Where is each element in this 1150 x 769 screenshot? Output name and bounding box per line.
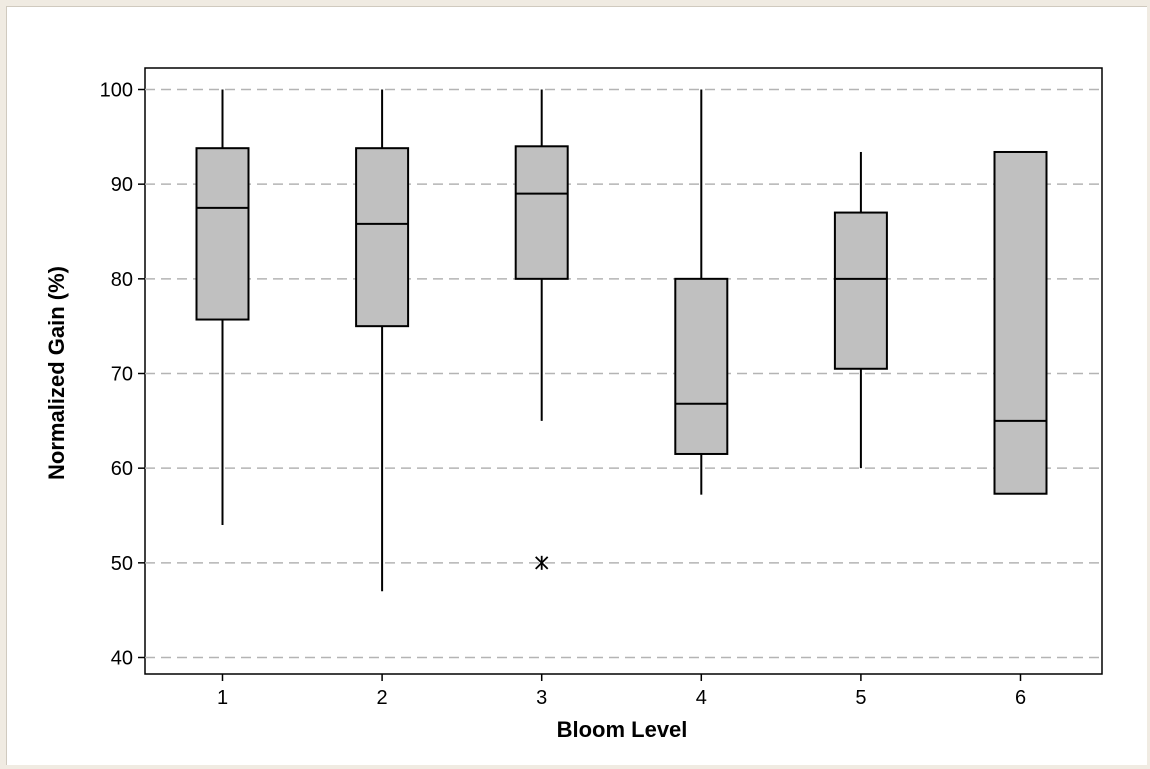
- x-tick-label-5: 5: [855, 687, 866, 709]
- y-axis: 40 50 60 70 80 90 100: [100, 80, 145, 670]
- y-tick-label-50: 50: [111, 553, 133, 575]
- iqr-box-4: [674, 277, 729, 455]
- boxes: [195, 89, 1048, 592]
- y-tick-label-60: 60: [111, 458, 133, 480]
- x-tick-label-6: 6: [1015, 687, 1026, 709]
- box-3: [514, 89, 569, 570]
- plot-area: [144, 67, 1103, 675]
- iqr-box-2: [355, 147, 410, 328]
- box-2: [355, 89, 410, 592]
- x-tick-label-1: 1: [217, 687, 228, 709]
- outlier-3-0: [535, 555, 549, 570]
- box-4: [674, 89, 729, 495]
- x-tick-label-2: 2: [377, 687, 388, 709]
- box-1: [195, 89, 250, 525]
- y-tick-label-90: 90: [111, 174, 133, 196]
- box-6: [993, 150, 1048, 495]
- y-tick-label-40: 40: [111, 648, 133, 670]
- x-tick-label-3: 3: [536, 687, 547, 709]
- box-5: [833, 151, 888, 469]
- iqr-box-3: [514, 145, 569, 280]
- y-tick-label-100: 100: [100, 80, 133, 102]
- y-tick-label-70: 70: [111, 364, 133, 386]
- x-tick-label-4: 4: [696, 687, 707, 709]
- iqr-box-6: [993, 150, 1048, 495]
- iqr-box-5: [833, 211, 888, 370]
- y-axis-title: Normalized Gain (%): [44, 266, 69, 480]
- x-axis-title: Bloom Level: [557, 717, 688, 742]
- iqr-box-1: [195, 147, 250, 321]
- y-tick-label-80: 80: [111, 269, 133, 291]
- x-axis: 1 2 3 4 5 6: [217, 674, 1026, 709]
